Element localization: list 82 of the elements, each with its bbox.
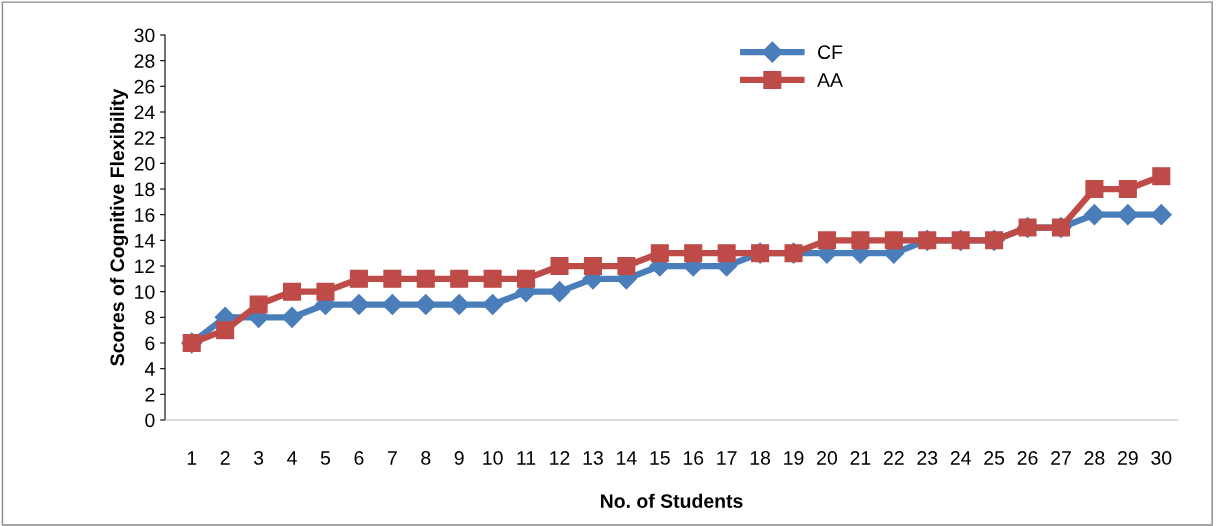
x-tick-label: 13 (583, 451, 603, 465)
x-axis-title: No. of Students (600, 493, 743, 508)
x-tick-label: 30 (1151, 451, 1172, 465)
x-tick-label: 17 (717, 451, 737, 465)
point (650, 244, 669, 263)
x-tick-label: 12 (550, 451, 570, 465)
point (550, 256, 569, 276)
y-tick-label: 14 (135, 234, 155, 248)
x-tick-label: 5 (320, 451, 331, 465)
y-tick-label: 4 (144, 362, 155, 376)
x-tick-label: 14 (617, 451, 637, 465)
point (483, 269, 502, 288)
y-tick-label: 10 (135, 285, 155, 299)
point (383, 269, 402, 288)
point (283, 282, 302, 301)
point (1085, 179, 1104, 199)
y-tick-label: 2 (145, 387, 155, 402)
legend-label: CF (818, 45, 843, 60)
y-tick-label: 18 (135, 182, 155, 197)
y-tick-label: 28 (134, 54, 155, 68)
point (416, 269, 435, 288)
x-tick-label: 6 (354, 451, 364, 465)
x-tick-label: 8 (421, 451, 431, 465)
x-tick-label: 26 (1017, 451, 1038, 465)
point (884, 231, 903, 250)
y-tick-label: 16 (135, 208, 155, 222)
x-tick-label: 23 (917, 451, 938, 465)
y-tick-label: 22 (134, 131, 155, 145)
point (1118, 179, 1137, 199)
x-tick-label: 2 (220, 451, 230, 465)
x-tick-label: 21 (850, 451, 871, 465)
point (281, 306, 303, 328)
x-tick-label: 18 (750, 451, 771, 465)
point (249, 295, 268, 314)
x-tick-label: 10 (483, 451, 503, 465)
point (717, 244, 736, 263)
legend-label: AA (817, 73, 843, 87)
x-tick-label: 7 (387, 451, 397, 465)
point (684, 244, 703, 263)
point (415, 293, 437, 316)
x-tick-label: 22 (883, 451, 904, 465)
point (517, 269, 536, 288)
point (482, 293, 504, 316)
y-tick-label: 12 (135, 259, 155, 274)
y-tick-label: 8 (145, 310, 155, 325)
point (851, 231, 870, 250)
x-tick-label: 20 (817, 451, 838, 465)
point (316, 282, 335, 301)
point (548, 281, 571, 303)
x-tick-label: 16 (683, 451, 704, 465)
x-tick-label: 24 (950, 451, 971, 465)
point (1152, 167, 1171, 186)
x-tick-label: 4 (287, 451, 297, 465)
x-tick-label: 11 (517, 451, 536, 465)
x-tick-label: 28 (1084, 451, 1105, 465)
x-tick-label: 25 (984, 451, 1005, 465)
y-tick-label: 26 (134, 79, 155, 94)
point (1083, 204, 1105, 226)
y-tick-label: 20 (134, 156, 155, 171)
point (1117, 204, 1139, 226)
point (817, 231, 836, 250)
point (381, 293, 403, 316)
x-tick-label: 19 (784, 451, 804, 465)
point (448, 293, 470, 316)
point (583, 256, 602, 276)
point (216, 321, 235, 340)
point (617, 256, 636, 276)
y-tick-label: 30 (134, 28, 155, 43)
point (450, 269, 469, 288)
y-tick-label: 24 (134, 105, 155, 120)
point (1150, 204, 1172, 226)
x-tick-label: 1 (187, 451, 197, 465)
y-tick-label: 0 (145, 413, 155, 428)
x-tick-label: 3 (253, 451, 264, 465)
x-tick-label: 15 (650, 451, 670, 465)
point (348, 293, 370, 316)
point (349, 269, 368, 288)
y-axis-title: Scores of Cognitive Flexibility (109, 88, 129, 366)
x-tick-label: 9 (454, 451, 464, 465)
x-tick-label: 27 (1051, 451, 1071, 465)
x-tick-label: 29 (1118, 451, 1138, 465)
y-tick-label: 6 (145, 336, 155, 351)
